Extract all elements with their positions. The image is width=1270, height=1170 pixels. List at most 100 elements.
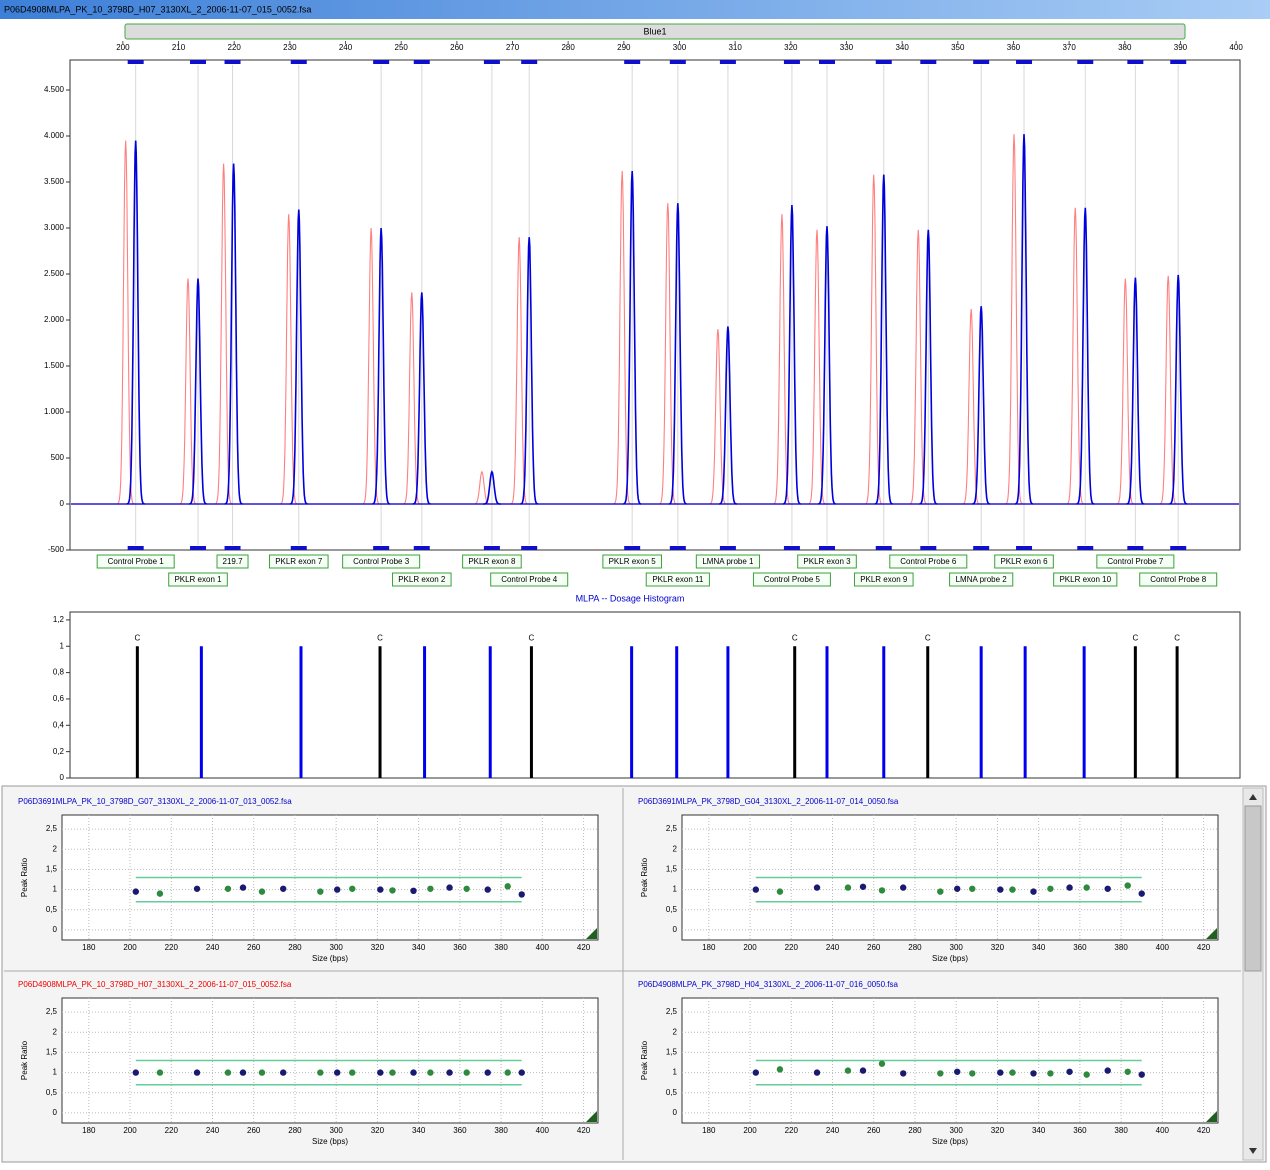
dye-label: Blue1 — [643, 26, 666, 36]
bin-marker — [973, 60, 990, 64]
y-tick-label: 500 — [51, 453, 65, 462]
x-tick-label: 180 — [702, 943, 716, 952]
ratio-point — [463, 885, 470, 892]
dosage-bar — [793, 646, 797, 778]
scroll-up[interactable] — [1249, 794, 1257, 800]
x-tick-label: 380 — [494, 943, 508, 952]
x-tick-label: 420 — [1197, 943, 1211, 952]
probe-label: Control Probe 7 — [1107, 557, 1164, 566]
ratio-point — [878, 1060, 886, 1067]
x-tick-label: 280 — [908, 1126, 922, 1135]
ratio-point — [878, 887, 886, 894]
x-tick-label: 280 — [288, 1126, 302, 1135]
probe-label-box — [342, 554, 421, 569]
peak — [1066, 207, 1085, 505]
bin-marker — [224, 60, 241, 64]
ratio-point — [224, 1069, 232, 1076]
probe-label-box — [889, 554, 968, 569]
probe-label-box — [1139, 572, 1218, 587]
bin-marker — [521, 546, 538, 550]
electropherogram-frame — [69, 59, 1241, 551]
peak — [782, 204, 801, 505]
ratio-point — [813, 884, 821, 891]
x-tick-label: 200 — [123, 1126, 137, 1135]
bin-marker — [624, 546, 641, 550]
x-tick-label: 300 — [950, 1126, 964, 1135]
y-tick-label: 1,5 — [46, 1048, 58, 1057]
ratio-point — [132, 888, 140, 895]
x-tick-label: 370 — [1062, 43, 1076, 52]
peak — [510, 237, 529, 505]
plot-title: P06D3691MLPA_PK_3798D_G04_3130XL_2_2006-… — [638, 797, 899, 806]
probe-label-box — [216, 554, 249, 569]
ratio-point — [776, 1066, 784, 1073]
x-tick-label: 300 — [330, 943, 344, 952]
scrollbar-thumb[interactable] — [1244, 805, 1262, 972]
control-flag: C — [1132, 633, 1138, 642]
probe-label: PKLR exon 1 — [174, 575, 222, 584]
x-tick-label: 360 — [453, 1126, 467, 1135]
peak — [372, 227, 391, 505]
y-tick-label: 0,2 — [53, 747, 65, 756]
ratio-point — [1066, 884, 1073, 891]
ratio-point — [1047, 885, 1054, 892]
probe-label-box — [797, 554, 857, 569]
peak — [658, 203, 677, 505]
probe-label-box — [853, 572, 914, 587]
scroll-down[interactable] — [1249, 1148, 1257, 1154]
x-tick-label: 260 — [867, 943, 881, 952]
dosage-bar — [825, 646, 829, 778]
ratio-point — [389, 887, 396, 894]
x-tick-label: 260 — [450, 43, 464, 52]
ratio-point — [954, 885, 961, 892]
bin-marker — [818, 546, 835, 550]
corner-glyph — [1206, 1111, 1217, 1122]
x-tick-label: 240 — [206, 943, 220, 952]
dosage-bar — [726, 646, 730, 778]
probe-label: PKLR exon 7 — [275, 557, 323, 566]
y-tick-label: 3.000 — [44, 223, 65, 232]
peak — [817, 226, 837, 505]
bin-marker — [290, 546, 307, 550]
y-tick-label: 0 — [60, 499, 65, 508]
probe-label: Control Probe 8 — [1150, 575, 1207, 584]
control-flag: C — [792, 633, 798, 642]
y-axis-label: Peak Ratio — [640, 1040, 649, 1080]
probe-label: PKLR exon 8 — [468, 557, 516, 566]
peak — [668, 203, 687, 505]
ratio-point — [954, 1068, 961, 1075]
ratio-point — [504, 883, 511, 890]
peak — [962, 308, 981, 505]
dye-bar[interactable] — [124, 23, 1186, 40]
bin-marker — [190, 60, 207, 64]
ratio-point — [844, 884, 852, 891]
bin-marker — [783, 546, 800, 550]
ratio-point — [937, 1070, 944, 1077]
probe-label: Control Probe 4 — [501, 575, 558, 584]
ratio-point — [776, 888, 784, 895]
peak — [224, 163, 243, 505]
peak — [188, 278, 208, 505]
ratio-point — [317, 888, 324, 895]
probe-label: 219.7 — [223, 557, 244, 566]
peak — [179, 278, 198, 505]
ratio-point — [844, 1067, 852, 1074]
dosage-bar — [423, 646, 427, 778]
y-tick-label: 1 — [673, 885, 678, 894]
peak — [289, 209, 308, 505]
bin-marker — [783, 60, 800, 64]
ratio-point — [937, 888, 944, 895]
ratio-point — [1030, 1070, 1037, 1077]
peak — [909, 229, 928, 505]
peak — [874, 174, 893, 505]
ratio-point — [1066, 1068, 1073, 1075]
y-tick-label: 2 — [673, 844, 678, 853]
y-tick-label: 0,4 — [53, 720, 65, 729]
probe-label-box — [695, 554, 761, 569]
ratio-point — [504, 1069, 511, 1076]
y-tick-label: 2,5 — [46, 1007, 58, 1016]
bin-marker — [373, 60, 390, 64]
title-bar — [0, 0, 1270, 19]
x-tick-label: 220 — [785, 943, 799, 952]
